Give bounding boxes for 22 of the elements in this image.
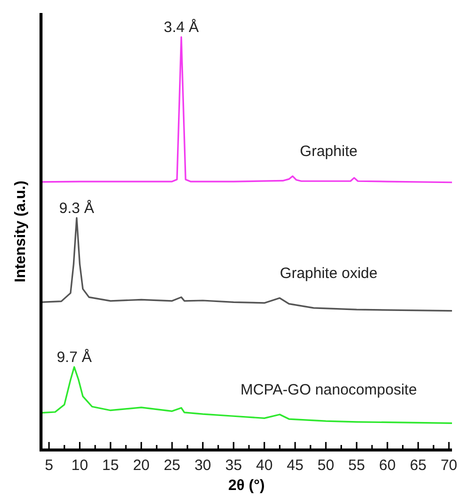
series-label: MCPA-GO nanocomposite bbox=[240, 381, 417, 398]
annotation: 3.4 Å bbox=[164, 18, 199, 36]
y-axis-title: Intensity (a.u.) bbox=[12, 180, 29, 282]
x-tick-label: 30 bbox=[194, 457, 212, 474]
x-tick-label: 5 bbox=[44, 457, 54, 474]
x-tick-label: 35 bbox=[225, 457, 242, 474]
annotation: 9.7 Å bbox=[56, 348, 92, 366]
x-tick-label: 15 bbox=[102, 457, 119, 474]
x-tick-label: 55 bbox=[348, 457, 365, 474]
series-label: Graphite bbox=[300, 143, 358, 160]
annotation: 9.3 Å bbox=[59, 198, 94, 217]
series-label: Graphite oxide bbox=[280, 265, 378, 282]
x-tick-label: 65 bbox=[410, 457, 427, 474]
x-tick-label: 70 bbox=[440, 457, 458, 474]
x-tick-label: 40 bbox=[256, 457, 273, 474]
x-tick-label: 20 bbox=[132, 457, 150, 474]
x-axis-title: 2θ (°) bbox=[228, 477, 265, 494]
x-tick-label: 10 bbox=[71, 457, 88, 474]
x-tick-label: 60 bbox=[379, 457, 396, 474]
x-tick-label: 25 bbox=[164, 457, 180, 474]
x-tick-label: 45 bbox=[286, 457, 304, 474]
x-tick-label: 50 bbox=[318, 457, 334, 474]
